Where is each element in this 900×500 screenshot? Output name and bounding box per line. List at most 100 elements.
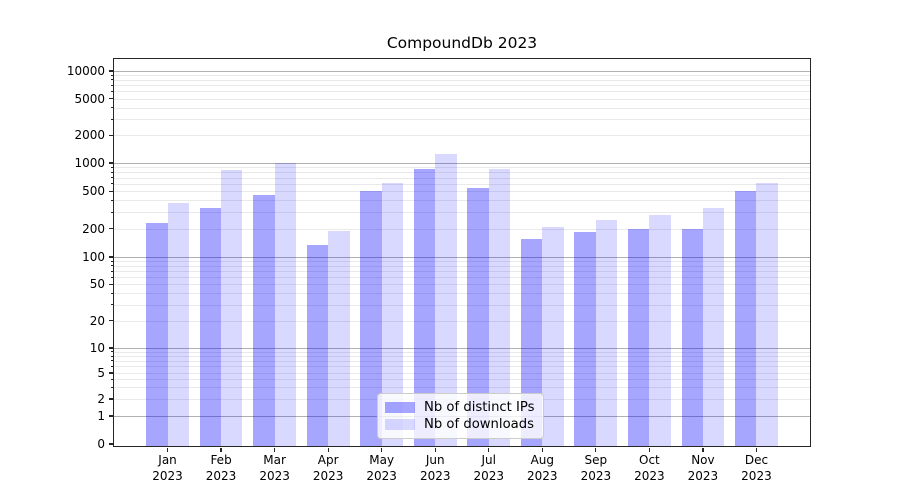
x-axis-tick bbox=[541, 447, 543, 452]
plot-area: Nb of distinct IPs Nb of downloads 0 1 2 5 1… bbox=[67, 57, 811, 483]
y-axis-minor-tick bbox=[110, 276, 113, 278]
legend: Nb of distinct IPs Nb of downloads bbox=[377, 393, 544, 439]
grid-line-minor bbox=[114, 183, 810, 185]
legend-label-distinct-ips: Nb of distinct IPs bbox=[424, 400, 535, 415]
y-tick-label: 0 bbox=[97, 437, 105, 451]
grid-line-minor bbox=[114, 119, 810, 121]
x-tick-label: Jan 2023 bbox=[152, 453, 183, 483]
x-axis-tick bbox=[755, 447, 758, 452]
bar-downloads-jul bbox=[488, 168, 511, 446]
bar-downloads-sep bbox=[595, 219, 618, 446]
y-tick-label: 10000 bbox=[66, 64, 105, 78]
legend-swatch-downloads bbox=[385, 419, 415, 430]
y-tick-label: 2 bbox=[97, 392, 105, 406]
y-axis-minor-tick bbox=[110, 304, 113, 306]
grid-line-major bbox=[114, 71, 810, 72]
y-axis-tick bbox=[108, 256, 113, 258]
grid-line-major bbox=[114, 163, 810, 164]
y-axis-tick bbox=[108, 443, 113, 445]
x-axis-tick bbox=[595, 447, 597, 452]
grid-line-minor bbox=[114, 360, 810, 362]
grid-line-minor bbox=[114, 261, 810, 263]
grid-line-minor bbox=[114, 271, 810, 273]
y-axis-minor-tick bbox=[110, 360, 113, 362]
x-tick-label: Feb 2023 bbox=[205, 453, 237, 483]
grid-line-minor bbox=[114, 107, 810, 109]
grid-line-minor bbox=[114, 265, 810, 267]
bar-distinct-ips-dec bbox=[735, 191, 757, 446]
y-axis-minor-tick bbox=[110, 199, 113, 201]
y-tick-label: 5000 bbox=[74, 91, 105, 106]
grid-line-minor bbox=[114, 200, 810, 202]
y-axis-tick bbox=[108, 98, 113, 100]
y-axis-minor-tick bbox=[110, 79, 113, 81]
y-axis-minor-tick bbox=[110, 90, 113, 92]
x-tick-label: Sep 2023 bbox=[580, 453, 612, 483]
legend-row: Nb of downloads bbox=[385, 416, 535, 433]
bar-distinct-ips-oct bbox=[627, 228, 650, 446]
grid-line-minor bbox=[114, 167, 810, 169]
grid-line-minor bbox=[114, 212, 810, 214]
bar-downloads-oct bbox=[649, 214, 671, 446]
legend-row: Nb of distinct IPs bbox=[385, 399, 535, 416]
grid-line-minor bbox=[114, 304, 810, 306]
y-axis-minor-tick bbox=[110, 378, 113, 380]
y-tick-label: 20 bbox=[89, 313, 105, 328]
y-axis-minor-tick bbox=[110, 351, 113, 353]
y-axis-tick bbox=[108, 372, 113, 374]
bar-downloads-dec bbox=[756, 182, 778, 446]
bar-distinct-ips-apr bbox=[306, 244, 329, 446]
y-axis-tick bbox=[108, 134, 113, 136]
y-axis-tick bbox=[108, 398, 113, 400]
grid-line-major bbox=[114, 348, 810, 349]
bar-distinct-ips-may bbox=[360, 191, 382, 446]
bar-downloads-nov bbox=[702, 208, 725, 446]
x-axis-tick bbox=[166, 447, 169, 452]
x-tick-label: Jul 2023 bbox=[473, 453, 505, 483]
y-axis-minor-tick bbox=[110, 292, 113, 294]
grid-line-minor bbox=[114, 75, 810, 77]
bar-downloads-feb bbox=[221, 169, 243, 446]
chart-title: CompoundDb 2023 bbox=[386, 34, 538, 52]
grid-line-minor bbox=[114, 135, 810, 137]
x-tick-label: Dec 2023 bbox=[741, 453, 772, 483]
bar-downloads-jan bbox=[167, 202, 189, 446]
y-axis-minor-tick bbox=[110, 74, 113, 76]
x-axis-tick bbox=[220, 447, 222, 452]
y-axis-minor-tick bbox=[110, 118, 113, 120]
y-axis-minor-tick bbox=[110, 166, 113, 168]
bar-distinct-ips-feb bbox=[199, 208, 222, 446]
grid-line-major bbox=[114, 257, 810, 258]
grid-line-minor bbox=[114, 366, 810, 368]
grid-line-minor bbox=[114, 293, 810, 295]
grid-line-minor bbox=[114, 379, 810, 381]
x-tick-label: Apr 2023 bbox=[312, 453, 344, 483]
legend-label-downloads: Nb of downloads bbox=[424, 417, 534, 432]
y-axis-minor-tick bbox=[110, 211, 113, 213]
x-axis-tick bbox=[702, 447, 704, 452]
bar-distinct-ips-jul bbox=[467, 188, 489, 446]
y-axis-minor-tick bbox=[110, 84, 113, 86]
y-axis-tick bbox=[108, 319, 113, 322]
bar-distinct-ips-sep bbox=[574, 231, 596, 446]
bar-distinct-ips-jun bbox=[413, 169, 436, 446]
x-tick-label: Aug 2023 bbox=[527, 453, 558, 483]
grid-line-minor bbox=[114, 284, 810, 286]
x-axis-tick bbox=[648, 447, 651, 452]
bar-distinct-ips-mar bbox=[253, 194, 275, 446]
x-tick-label: May 2023 bbox=[366, 453, 397, 483]
y-tick-label: 5 bbox=[97, 366, 105, 380]
y-tick-label: 100 bbox=[82, 250, 105, 264]
y-axis-minor-tick bbox=[110, 171, 113, 173]
grid-line-minor bbox=[114, 320, 810, 322]
grid-line-minor bbox=[114, 91, 810, 93]
grid-line-minor bbox=[114, 79, 810, 81]
y-tick-label: 1000 bbox=[74, 156, 105, 170]
bar-downloads-aug bbox=[542, 226, 564, 446]
grid-line-minor bbox=[114, 387, 810, 389]
y-tick-label: 10 bbox=[89, 341, 105, 355]
y-axis-minor-tick bbox=[110, 365, 113, 367]
y-tick-label: 500 bbox=[82, 184, 105, 199]
x-axis-tick bbox=[488, 447, 490, 452]
